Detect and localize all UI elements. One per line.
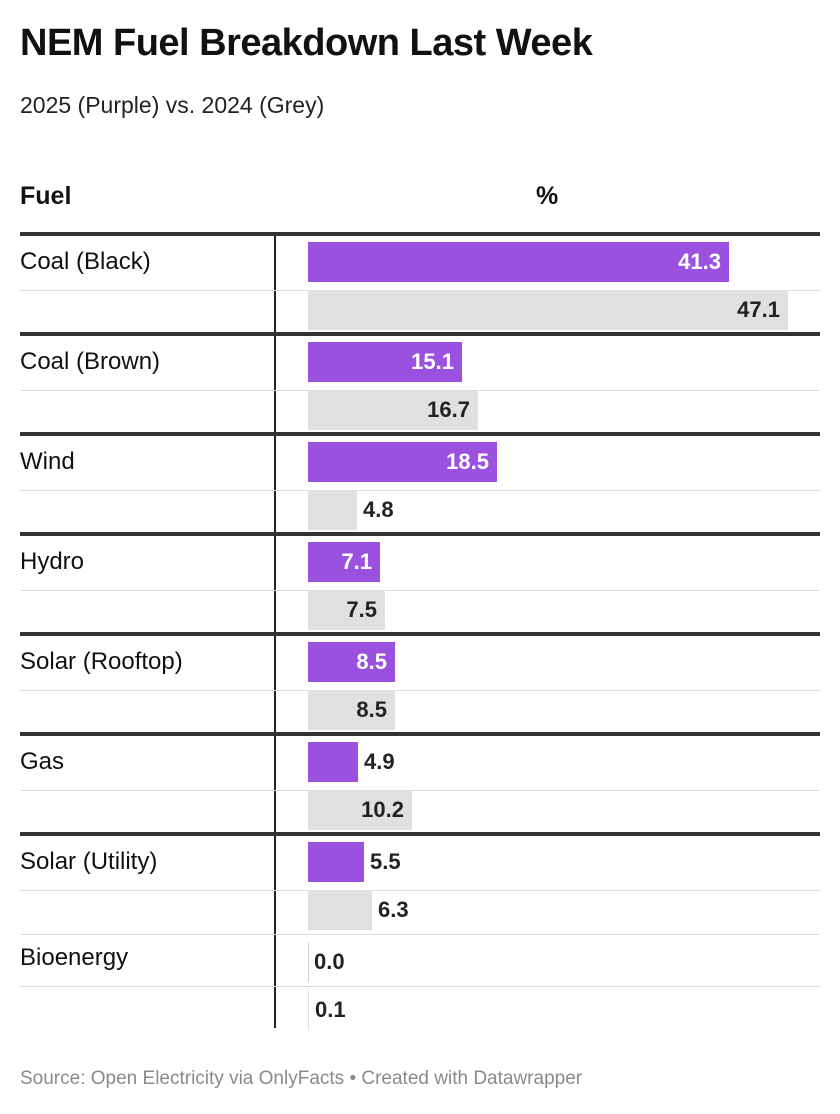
subrow-separator	[20, 590, 820, 591]
source-footer: Source: Open Electricity via OnlyFacts •…	[20, 1068, 583, 1089]
fuel-label: Bioenergy	[20, 944, 129, 971]
bar-2025	[308, 242, 729, 282]
value-label-2025: 4.9	[364, 749, 395, 774]
bar-2025	[308, 642, 395, 682]
row-separator	[20, 332, 820, 336]
row-separator	[20, 632, 820, 636]
fuel-label: Coal (Brown)	[20, 348, 161, 375]
fuel-label: Solar (Utility)	[20, 848, 158, 875]
bar-2024	[308, 390, 478, 430]
bar-2025	[308, 542, 380, 582]
bar-2024	[308, 890, 372, 930]
bar-2024	[308, 790, 412, 830]
bar-2025	[308, 342, 462, 382]
chart-subtitle: 2025 (Purple) vs. 2024 (Grey)	[20, 92, 325, 118]
bar-2024	[308, 990, 309, 1030]
value-label-2025: 5.5	[370, 849, 401, 874]
subrow-separator	[20, 986, 820, 987]
bar-2025	[308, 442, 497, 482]
fuel-label: Gas	[20, 748, 65, 775]
value-label-2024: 0.1	[315, 997, 346, 1022]
value-label-2024: 16.7	[427, 397, 470, 422]
value-label-2025: 8.5	[356, 649, 387, 674]
row-separator	[20, 432, 820, 436]
bar-2024	[308, 690, 395, 730]
value-label-2024: 6.3	[378, 897, 409, 922]
subrow-separator	[20, 690, 820, 691]
fuel-label: Hydro	[20, 548, 85, 575]
value-label-2024: 7.5	[346, 597, 377, 622]
fuel-label: Coal (Black)	[20, 248, 151, 275]
fuel-label: Wind	[20, 448, 75, 475]
value-label-2024: 8.5	[356, 697, 387, 722]
value-label-2024: 47.1	[737, 297, 780, 322]
bar-zero	[308, 942, 309, 982]
value-label-2025: 0.0	[314, 949, 345, 974]
value-label-2024: 4.8	[363, 497, 394, 522]
column-header-percent: %	[536, 182, 559, 210]
subrow-separator	[20, 790, 820, 791]
fuel-label: Solar (Rooftop)	[20, 648, 183, 675]
subrow-separator	[20, 890, 820, 891]
row-separator	[20, 232, 820, 236]
row-separator	[20, 934, 820, 935]
value-label-2024: 10.2	[361, 797, 404, 822]
bar-2024	[308, 590, 385, 630]
bar-2025	[308, 742, 358, 782]
bar-2025	[308, 842, 364, 882]
subrow-separator	[20, 490, 820, 491]
chart-title: NEM Fuel Breakdown Last Week	[20, 22, 593, 64]
row-separator	[20, 832, 820, 836]
value-label-2025: 41.3	[678, 249, 721, 274]
row-separator	[20, 532, 820, 536]
bar-2024	[308, 290, 788, 330]
value-label-2025: 15.1	[411, 349, 454, 374]
row-separator	[20, 732, 820, 736]
value-label-2025: 7.1	[341, 549, 372, 574]
bar-2024	[308, 490, 357, 530]
value-label-2025: 18.5	[446, 449, 489, 474]
column-divider	[274, 232, 276, 1028]
column-header-fuel: Fuel	[20, 182, 72, 210]
